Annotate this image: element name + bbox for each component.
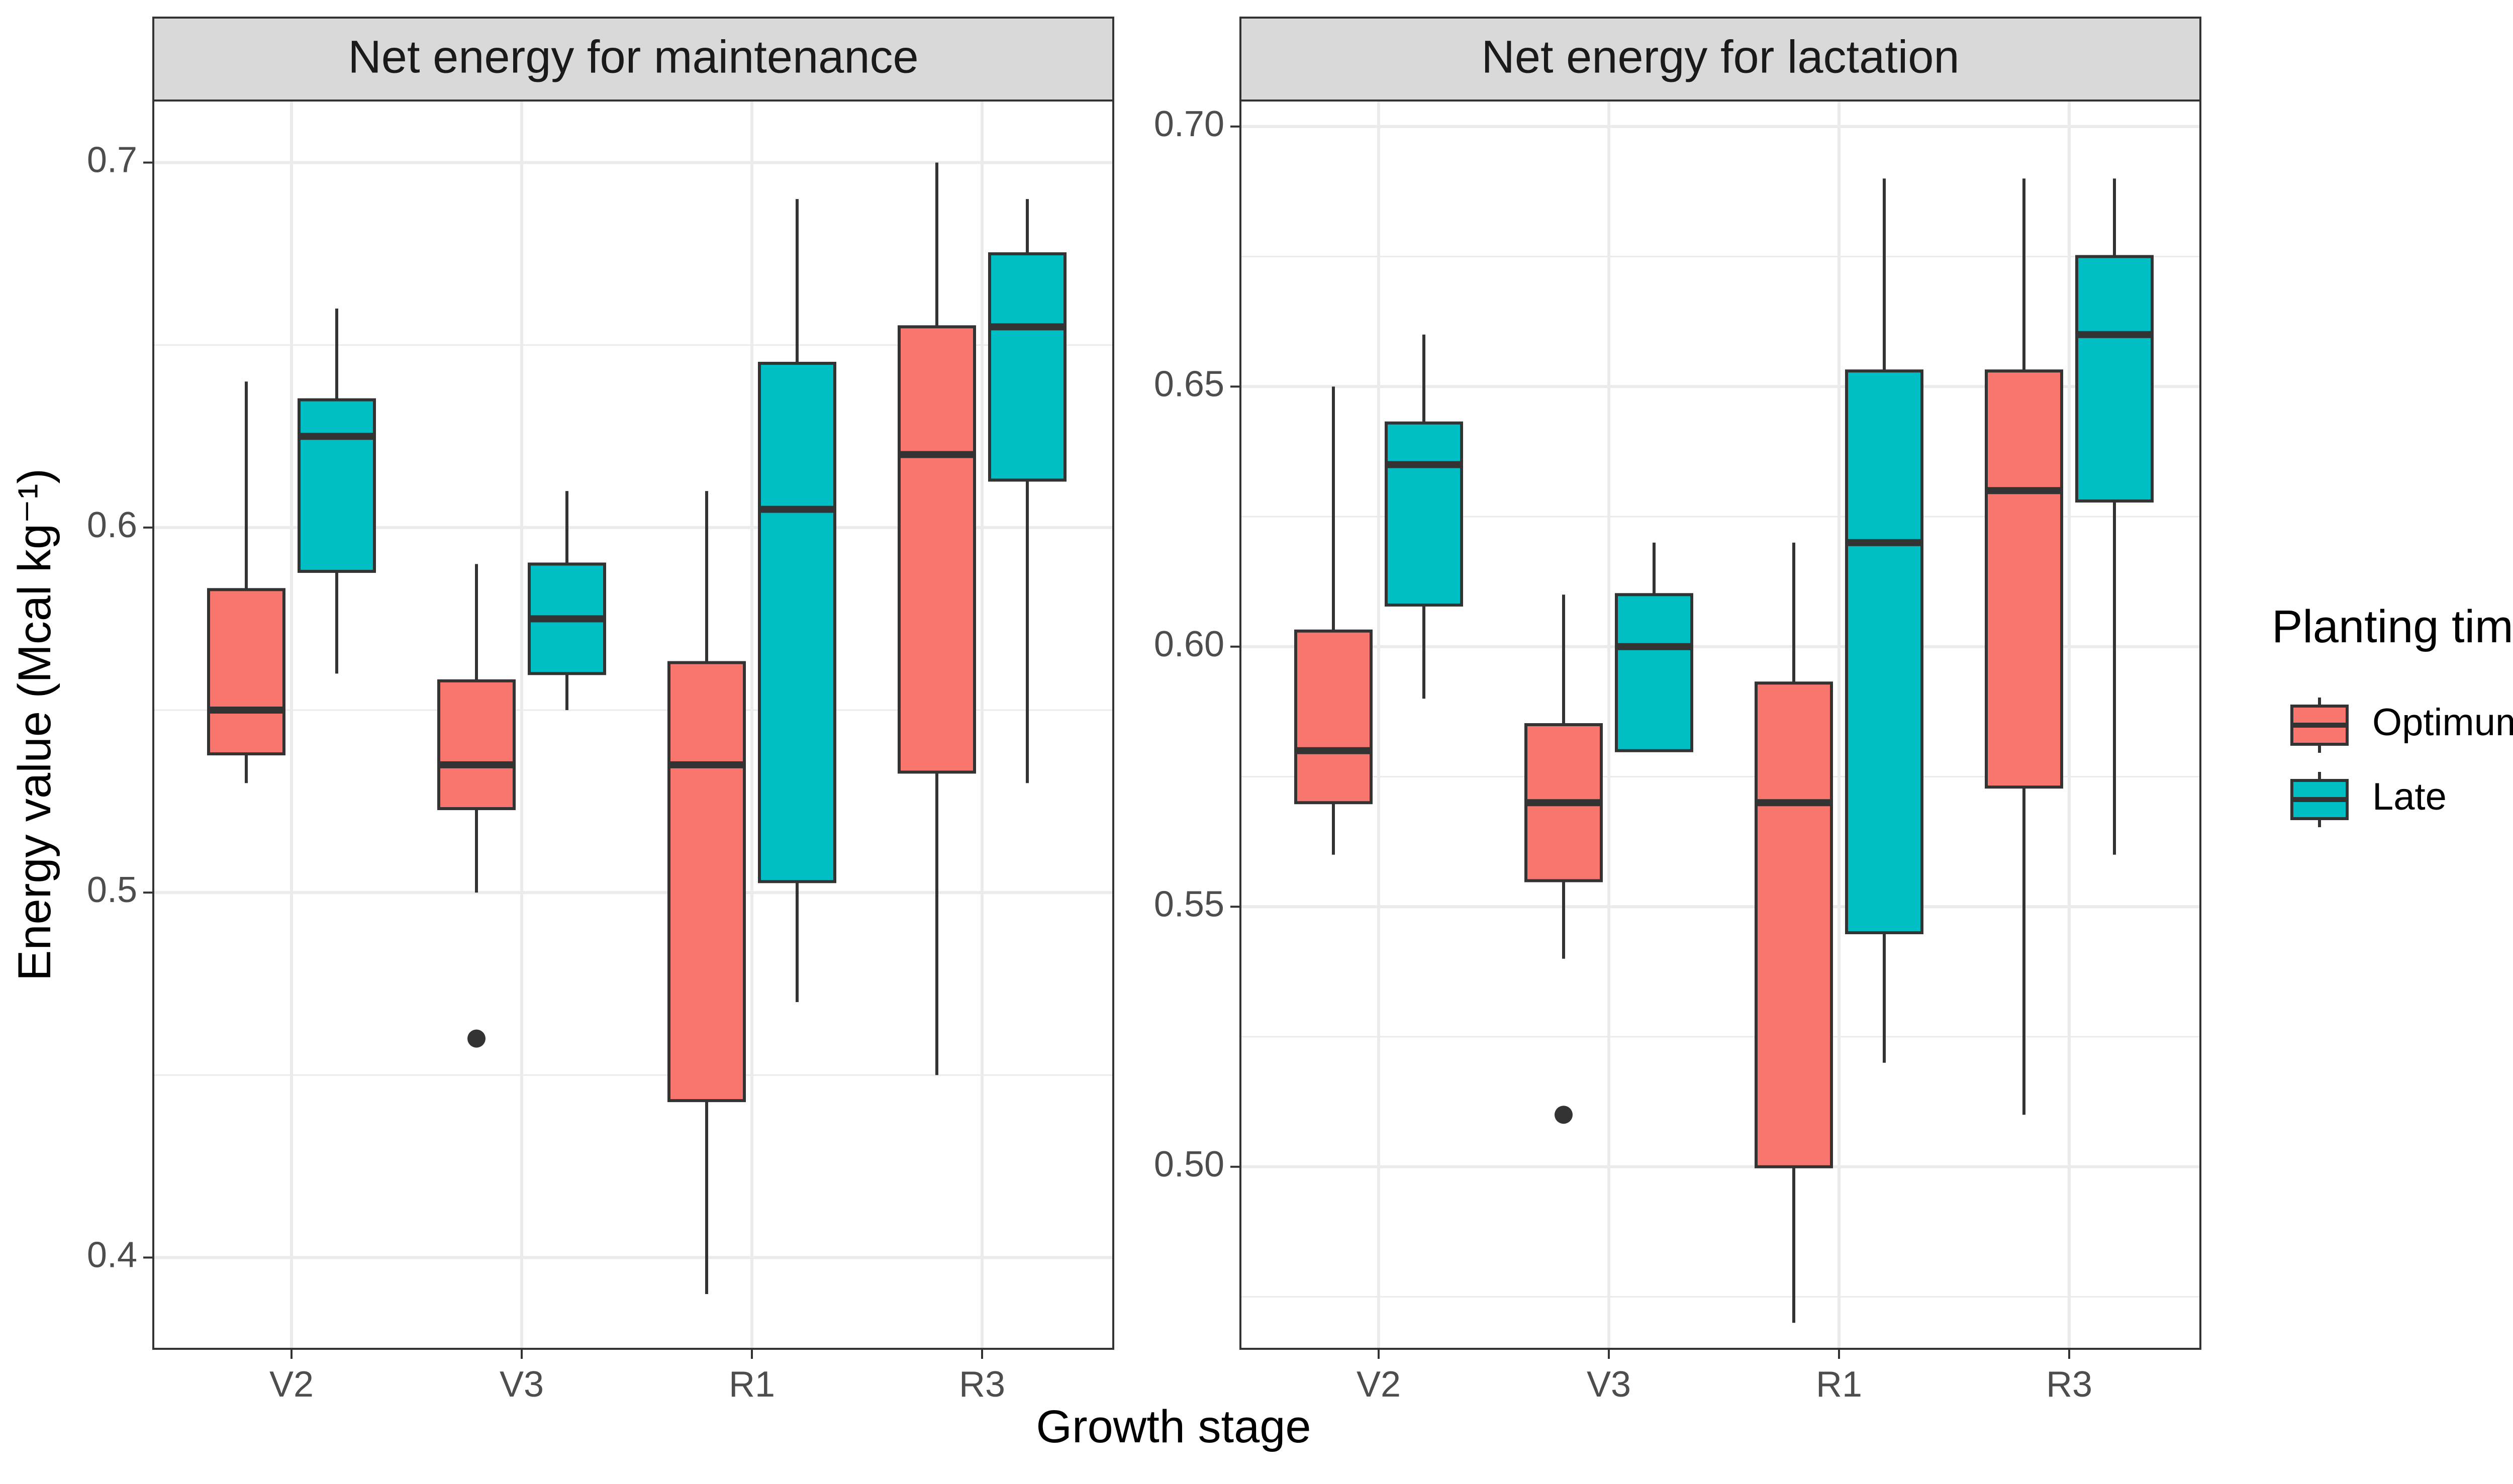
panel-strip bbox=[152, 17, 1114, 102]
box-body bbox=[2075, 255, 2154, 503]
y-tick-label: 0.60 bbox=[1154, 624, 1224, 664]
box-body bbox=[988, 252, 1067, 482]
y-tick-label: 0.70 bbox=[1154, 104, 1224, 144]
legend-item-late: Late bbox=[2290, 772, 2447, 827]
x-tick-label: V3 bbox=[500, 1364, 544, 1405]
box-body bbox=[1985, 369, 2063, 789]
box-optimum-r3 bbox=[1985, 178, 2063, 1115]
box-body bbox=[1294, 629, 1373, 805]
panel-marks bbox=[207, 162, 1067, 1295]
box-late-v2 bbox=[298, 309, 376, 674]
box-late-v3 bbox=[1615, 542, 1693, 752]
panel-border bbox=[152, 100, 1114, 1350]
panel-maintenance: Net energy for maintenance 0.4 0.5 0.6 0.7 V… bbox=[87, 17, 1114, 1405]
panel-border bbox=[1239, 100, 2201, 1350]
panel-title: Net energy for lactation bbox=[1481, 31, 1959, 82]
box-optimum-v3 bbox=[1524, 595, 1603, 1124]
x-tick-label: V2 bbox=[1357, 1364, 1401, 1405]
x-tick-label: R1 bbox=[1816, 1364, 1862, 1405]
x-tick-label: V3 bbox=[1587, 1364, 1631, 1405]
box-optimum-r1 bbox=[667, 491, 746, 1295]
y-axis-title: Energy value (Mcal kg⁻¹) bbox=[9, 468, 60, 981]
y-tick-label: 0.50 bbox=[1154, 1144, 1224, 1184]
box-late-v3 bbox=[528, 491, 606, 710]
x-tick-label: R3 bbox=[2046, 1364, 2092, 1405]
legend-item-optimum: Optimum bbox=[2290, 698, 2513, 753]
y-tick-label: 0.55 bbox=[1154, 884, 1224, 924]
box-optimum-v3 bbox=[437, 564, 516, 1048]
box-optimum-r3 bbox=[898, 162, 976, 1075]
panel-marks bbox=[1294, 178, 2154, 1323]
box-body bbox=[298, 398, 376, 573]
y-tick-label: 0.5 bbox=[87, 870, 137, 910]
box-optimum-v2 bbox=[207, 381, 285, 783]
box-late-r1 bbox=[1845, 178, 1923, 1063]
box-body bbox=[1845, 369, 1923, 935]
outlier-point bbox=[1555, 1106, 1573, 1124]
box-body bbox=[1615, 593, 1693, 752]
legend-label: Optimum bbox=[2372, 701, 2513, 744]
box-late-v2 bbox=[1385, 334, 1463, 699]
box-body bbox=[758, 361, 836, 883]
y-tick-label: 0.65 bbox=[1154, 364, 1224, 404]
panel-lactation: Net energy for lactation 0.50 0.55 0.60 0.6… bbox=[1154, 17, 2201, 1405]
x-tick-label: R1 bbox=[729, 1364, 775, 1405]
panel-title: Net energy for maintenance bbox=[348, 31, 918, 82]
y-tick-label: 0.4 bbox=[87, 1235, 137, 1275]
box-body bbox=[207, 588, 285, 756]
x-tick-label: R3 bbox=[959, 1364, 1005, 1405]
box-body bbox=[437, 679, 516, 811]
x-tick-label: V2 bbox=[269, 1364, 314, 1405]
y-tick-label: 0.7 bbox=[87, 140, 137, 180]
box-late-r1 bbox=[758, 199, 836, 1002]
box-body bbox=[898, 325, 976, 774]
legend-label: Late bbox=[2372, 775, 2447, 818]
x-axis-title: Growth stage bbox=[1036, 1401, 1311, 1452]
box-late-r3 bbox=[2075, 178, 2154, 855]
legend: Planting time Optimum Late bbox=[2272, 601, 2513, 827]
box-body bbox=[1755, 681, 1833, 1168]
box-late-r3 bbox=[988, 199, 1067, 783]
panel-axis: 0.50 0.55 0.60 0.65 0.70 V2 V3 R1 R3 bbox=[1154, 104, 2092, 1405]
box-optimum-r1 bbox=[1755, 542, 1833, 1323]
legend-items: Optimum Late bbox=[2290, 698, 2513, 827]
box-optimum-v2 bbox=[1294, 386, 1373, 855]
box-body bbox=[667, 661, 746, 1103]
y-tick-label: 0.6 bbox=[87, 505, 137, 545]
panel-axis: 0.4 0.5 0.6 0.7 V2 V3 R1 R3 bbox=[87, 140, 1005, 1405]
legend-title: Planting time bbox=[2272, 601, 2513, 652]
box-body bbox=[1385, 421, 1463, 607]
panel-strip bbox=[1239, 17, 2201, 102]
outlier-point bbox=[467, 1029, 486, 1048]
